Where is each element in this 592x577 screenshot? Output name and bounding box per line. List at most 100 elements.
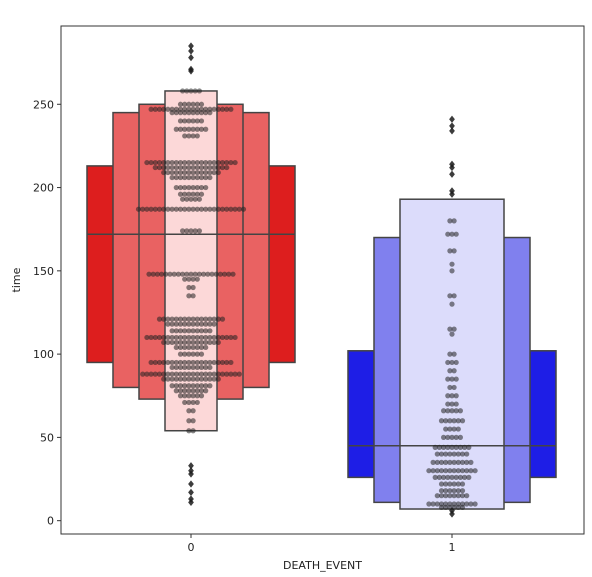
outlier-marker-0 bbox=[188, 488, 194, 496]
swarm-point-0 bbox=[194, 321, 200, 327]
swarm-point-0 bbox=[161, 359, 167, 366]
swarm-point-1 bbox=[455, 418, 461, 424]
swarm-point-0 bbox=[180, 88, 186, 94]
swarm-point-0 bbox=[211, 106, 217, 112]
swarm-point-1 bbox=[451, 459, 457, 465]
swarm-point-0 bbox=[177, 383, 184, 389]
swarm-point-0 bbox=[207, 334, 213, 341]
swarm-point-0 bbox=[169, 164, 175, 171]
swarm-point-1 bbox=[432, 444, 438, 450]
swarm-point-1 bbox=[457, 444, 463, 450]
swarm-point-0 bbox=[173, 169, 179, 176]
swarm-point-0 bbox=[228, 106, 234, 112]
outlier-marker-0 bbox=[188, 498, 194, 506]
swarm-point-1 bbox=[445, 434, 451, 440]
swarm-point-1 bbox=[449, 393, 455, 399]
swarm-point-1 bbox=[453, 401, 459, 407]
swarm-point-1 bbox=[447, 426, 453, 432]
swarm-point-0 bbox=[169, 334, 175, 341]
swarm-point-0 bbox=[198, 339, 205, 346]
swarm-point-0 bbox=[148, 371, 154, 377]
swarm-point-0 bbox=[224, 106, 230, 112]
swarm-point-0 bbox=[148, 359, 154, 366]
swarm-point-0 bbox=[177, 393, 184, 399]
swarm-point-0 bbox=[194, 133, 200, 139]
outlier-marker-0 bbox=[188, 54, 194, 62]
swarm-point-1 bbox=[449, 268, 455, 274]
swarm-point-1 bbox=[438, 504, 445, 510]
swarm-point-0 bbox=[215, 316, 221, 322]
swarm-point-0 bbox=[186, 359, 192, 366]
swarm-point-1 bbox=[453, 444, 459, 450]
swarm-point-0 bbox=[173, 376, 179, 382]
swarm-point-0 bbox=[198, 344, 205, 351]
swarm-point-0 bbox=[219, 164, 226, 171]
swarm-point-0 bbox=[190, 334, 196, 341]
y-tick-label: 50 bbox=[40, 431, 54, 444]
swarm-point-1 bbox=[464, 468, 470, 474]
swarm-point-0 bbox=[182, 169, 188, 176]
swarm-point-0 bbox=[190, 371, 196, 377]
swarm-point-0 bbox=[228, 334, 234, 341]
plot-area bbox=[86, 42, 557, 518]
swarm-point-0 bbox=[190, 110, 196, 116]
swarm-point-0 bbox=[198, 164, 205, 171]
swarm-point-0 bbox=[167, 271, 173, 277]
swarm-point-0 bbox=[140, 371, 146, 377]
swarm-point-0 bbox=[161, 371, 167, 377]
swarm-point-0 bbox=[211, 321, 217, 327]
swarm-point-0 bbox=[182, 351, 188, 357]
swarm-point-0 bbox=[211, 169, 217, 176]
swarm-point-0 bbox=[211, 334, 217, 341]
swarm-point-0 bbox=[228, 371, 234, 377]
swarm-point-1 bbox=[443, 504, 449, 510]
swarm-point-0 bbox=[190, 408, 196, 414]
swarm-point-0 bbox=[215, 106, 221, 112]
swarm-point-0 bbox=[186, 371, 192, 377]
swarm-point-1 bbox=[455, 459, 461, 465]
swarm-point-1 bbox=[459, 459, 466, 465]
swarm-point-0 bbox=[215, 371, 221, 377]
axes: 0 50 100 150 200 250 0 1 DEATH_EVENT time bbox=[10, 25, 585, 572]
swarm-point-0 bbox=[211, 359, 217, 366]
swarm-point-0 bbox=[198, 321, 205, 327]
swarm-point-0 bbox=[156, 159, 163, 166]
swarm-point-0 bbox=[186, 110, 192, 116]
swarm-point-0 bbox=[173, 184, 179, 191]
swarm-point-1 bbox=[451, 326, 457, 332]
swarm-point-0 bbox=[222, 271, 228, 277]
swarm-point-1 bbox=[447, 248, 453, 254]
swarm-point-0 bbox=[228, 159, 234, 166]
swarm-point-0 bbox=[194, 276, 200, 282]
swarm-point-1 bbox=[459, 468, 466, 474]
y-tick-label: 150 bbox=[33, 265, 54, 278]
swarm-point-0 bbox=[165, 334, 171, 341]
swarm-point-0 bbox=[207, 359, 213, 366]
swarm-point-0 bbox=[190, 351, 196, 357]
outlier-marker-1 bbox=[449, 127, 455, 135]
swarm-point-0 bbox=[177, 334, 184, 341]
swarm-point-1 bbox=[457, 408, 463, 414]
swarm-point-0 bbox=[190, 383, 196, 389]
swarm-point-0 bbox=[219, 159, 226, 166]
swarm-point-1 bbox=[445, 359, 451, 366]
swarm-point-1 bbox=[443, 426, 449, 432]
swarm-point-0 bbox=[182, 364, 188, 371]
swarm-point-0 bbox=[182, 334, 188, 341]
swarm-point-0 bbox=[211, 164, 217, 171]
swarm-point-0 bbox=[190, 276, 196, 282]
swarm-point-0 bbox=[203, 126, 209, 132]
swarm-point-0 bbox=[186, 383, 192, 389]
swarm-point-0 bbox=[177, 110, 184, 116]
swarm-point-0 bbox=[182, 339, 188, 346]
swarm-point-0 bbox=[177, 344, 184, 351]
swarm-point-1 bbox=[445, 393, 451, 399]
swarm-point-0 bbox=[194, 191, 200, 197]
swarm-point-0 bbox=[198, 371, 205, 377]
swarm-point-1 bbox=[445, 231, 451, 237]
swarm-point-0 bbox=[203, 339, 209, 346]
swarm-point-1 bbox=[449, 444, 455, 450]
swarm-point-0 bbox=[211, 206, 217, 212]
outlier-marker-1 bbox=[449, 122, 455, 130]
swarm-point-0 bbox=[211, 376, 217, 382]
